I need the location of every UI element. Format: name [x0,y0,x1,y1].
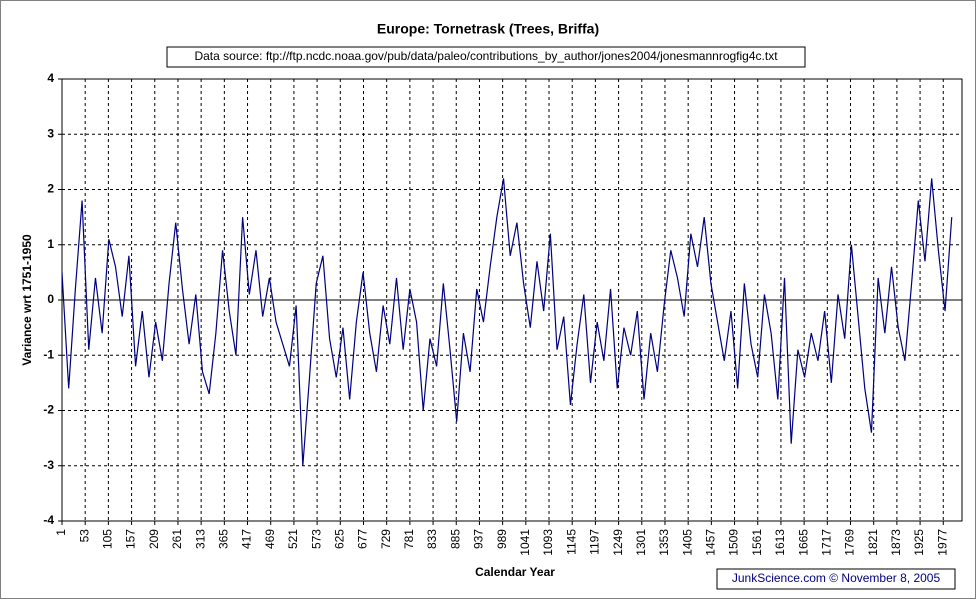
credit-text: JunkScience.com © November 8, 2005 [732,571,941,585]
x-tick-label: 1717 [819,529,833,556]
x-tick-label: 1249 [611,529,625,556]
x-tick-label: 729 [379,529,393,549]
x-tick-label: 157 [124,529,138,549]
x-tick-label: 781 [402,529,416,549]
x-tick-label: 313 [193,529,207,549]
x-tick-label: 1405 [680,529,694,556]
x-axis-label: Calendar Year [475,565,555,579]
y-tick-label: 1 [47,237,54,251]
x-tick-label: 105 [101,529,115,549]
x-tick-label: 989 [495,529,509,549]
x-tick-label: 1977 [935,529,949,556]
y-tick-label: 0 [47,292,54,306]
x-tick-label: 833 [425,529,439,549]
credit-box [716,568,956,590]
chart-title: Europe: Tornetrask (Trees, Briffa) [377,21,599,37]
x-tick-label: 1457 [704,529,718,556]
y-tick-label: -1 [43,347,54,361]
y-tick-label: -3 [43,458,54,472]
x-tick-label: 885 [448,529,462,549]
x-tick-label: 365 [217,529,231,549]
source-box [166,46,806,68]
y-tick-label: 3 [47,126,54,140]
x-tick-label: 1 [54,529,68,536]
x-tick-label: 625 [332,529,346,549]
x-tick-label: 209 [147,529,161,549]
x-tick-label: 677 [356,529,370,549]
y-tick-label: 4 [47,71,54,85]
x-tick-label: 1145 [564,529,578,555]
x-tick-label: 573 [309,529,323,549]
x-tick-label: 1561 [750,529,764,556]
x-tick-label: 469 [263,529,277,549]
x-tick-label: 1613 [773,529,787,556]
y-axis-label: Variance wrt 1751-1950 [20,234,34,366]
source-text: Data source: ftp://ftp.ncdc.noaa.gov/pub… [194,49,778,63]
x-tick-label: 1197 [588,529,602,555]
x-tick-label: 521 [286,529,300,549]
x-tick-label: 1093 [541,529,555,556]
x-tick-label: 1353 [657,529,671,556]
x-tick-label: 1041 [518,529,532,556]
x-tick-label: 1769 [843,529,857,556]
y-tick-label: -2 [43,403,54,417]
x-tick-label: 1509 [727,529,741,556]
y-tick-label: -4 [43,513,54,527]
y-tick-label: 2 [47,182,54,196]
x-tick-label: 53 [77,529,91,543]
x-tick-label: 1925 [912,529,926,556]
x-tick-label: 1301 [634,529,648,556]
x-tick-label: 1821 [866,529,880,556]
x-tick-label: 937 [472,529,486,549]
x-tick-label: 1665 [796,529,810,556]
x-tick-label: 417 [240,529,254,549]
x-tick-label: 261 [170,529,184,549]
data-line [61,178,953,466]
x-tick-label: 1873 [889,529,903,556]
